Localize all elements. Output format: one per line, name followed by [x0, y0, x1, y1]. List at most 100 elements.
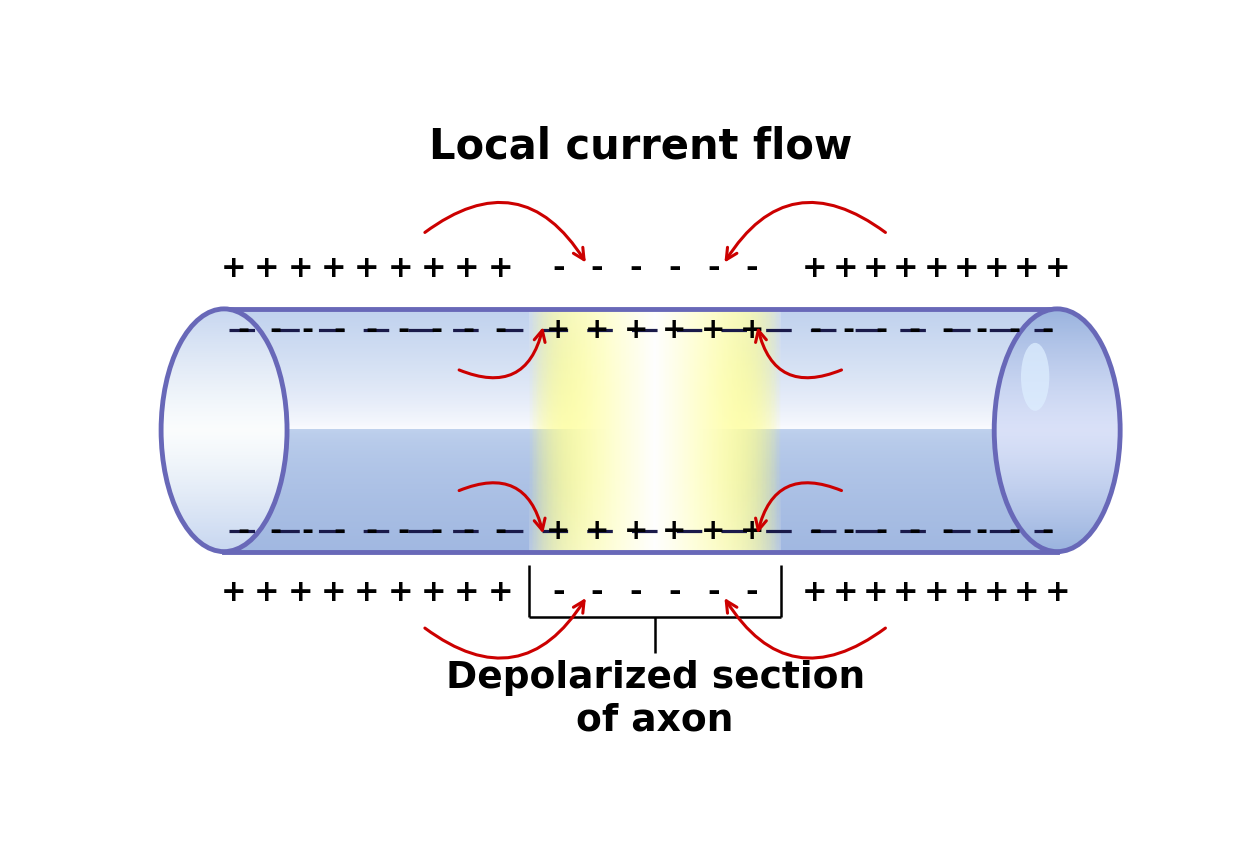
Text: -: - [630, 254, 642, 283]
Bar [685, 309, 688, 551]
Text: +: + [701, 517, 725, 545]
Bar [693, 309, 695, 551]
Bar [592, 309, 595, 551]
Bar [706, 309, 709, 551]
Bar [540, 309, 542, 551]
Bar [662, 309, 665, 551]
Bar [644, 309, 646, 551]
Text: +: + [354, 578, 380, 607]
Bar [556, 309, 559, 551]
Bar [730, 309, 732, 551]
Bar [646, 309, 649, 551]
Bar [565, 309, 568, 551]
Bar [651, 309, 654, 551]
Text: +: + [254, 254, 280, 283]
Bar [595, 309, 598, 551]
Text: -: - [1009, 517, 1020, 545]
Bar [589, 309, 591, 551]
Bar [699, 309, 701, 551]
Bar [715, 309, 719, 551]
Bar [580, 309, 582, 551]
Text: -: - [707, 254, 720, 283]
Bar [779, 309, 781, 551]
Bar [680, 309, 682, 551]
Bar [546, 309, 549, 551]
Bar [558, 309, 560, 551]
Bar [576, 309, 579, 551]
Text: -: - [746, 254, 759, 283]
Bar [530, 309, 532, 551]
Bar [665, 309, 668, 551]
Bar [672, 309, 675, 551]
Text: +: + [1014, 578, 1040, 607]
Bar [594, 309, 596, 551]
Bar [649, 309, 651, 551]
Bar [586, 309, 589, 551]
Text: -: - [462, 517, 474, 545]
Text: -: - [430, 315, 442, 343]
Bar [534, 309, 536, 551]
Text: -: - [270, 517, 281, 545]
Bar [528, 309, 530, 551]
Bar [584, 309, 586, 551]
Bar [605, 309, 608, 551]
Text: +: + [421, 254, 446, 283]
Bar [771, 309, 774, 551]
Bar [566, 309, 569, 551]
Bar [538, 309, 540, 551]
Bar [756, 309, 759, 551]
Text: -: - [301, 315, 314, 343]
Bar [618, 309, 620, 551]
Text: +: + [221, 254, 246, 283]
Text: +: + [832, 578, 858, 607]
Bar [571, 309, 574, 551]
Bar [736, 309, 739, 551]
Bar [650, 309, 652, 551]
Bar [742, 309, 745, 551]
Text: -: - [462, 315, 474, 343]
Bar [776, 309, 779, 551]
Text: -: - [975, 517, 988, 545]
Bar [609, 309, 611, 551]
Bar [572, 309, 575, 551]
Bar [765, 309, 768, 551]
Bar [745, 309, 748, 551]
Bar [686, 309, 689, 551]
Bar [769, 309, 771, 551]
Bar [674, 309, 676, 551]
Bar [751, 309, 754, 551]
Bar [621, 309, 624, 551]
Bar [559, 309, 561, 551]
Bar [639, 309, 641, 551]
Bar [588, 309, 590, 551]
Bar [658, 309, 660, 551]
Bar [626, 309, 629, 551]
Text: -: - [707, 578, 720, 607]
Bar [542, 309, 545, 551]
Bar [628, 309, 630, 551]
Bar [694, 309, 696, 551]
Bar [655, 309, 658, 551]
Bar [645, 309, 648, 551]
Bar [701, 309, 704, 551]
Bar [714, 309, 716, 551]
Text: -: - [238, 517, 250, 545]
Bar [616, 309, 619, 551]
Bar [711, 309, 714, 551]
Bar [636, 309, 639, 551]
Bar [772, 309, 775, 551]
Bar [716, 309, 720, 551]
Text: -: - [552, 578, 565, 607]
Bar [568, 309, 570, 551]
Bar [679, 309, 681, 551]
Bar [748, 309, 750, 551]
Bar [738, 309, 740, 551]
Text: -: - [270, 315, 281, 343]
Bar [728, 309, 730, 551]
Text: +: + [321, 578, 346, 607]
Bar [759, 309, 761, 551]
Text: +: + [221, 578, 246, 607]
Text: -: - [909, 315, 921, 343]
Bar [585, 309, 587, 551]
Bar [599, 309, 601, 551]
